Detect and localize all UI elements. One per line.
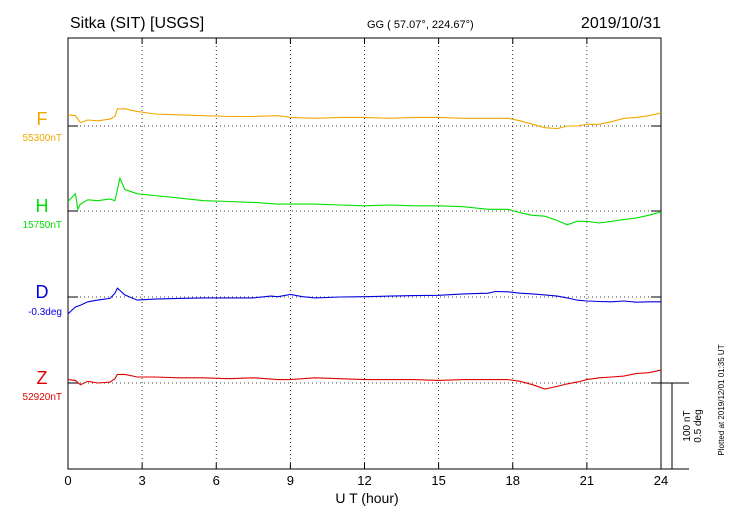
series-line-h bbox=[67, 176, 662, 226]
x-tick-label: 9 bbox=[287, 473, 294, 488]
series-line-d bbox=[67, 287, 661, 315]
series-baseline-z: 52920nT bbox=[23, 392, 62, 403]
x-axis-ticks: 0 3 6 9 12 15 18 21 24 bbox=[64, 38, 668, 488]
scale-deg-label: 0.5 deg bbox=[693, 409, 704, 442]
x-tick-label: 18 bbox=[506, 473, 520, 488]
coordinates-label: GG ( 57.07°, 224.67°) bbox=[367, 19, 474, 31]
x-tick-label: 21 bbox=[580, 473, 594, 488]
series-name-h: H bbox=[36, 196, 49, 216]
series-lines bbox=[67, 108, 662, 390]
plotted-at-note: Plotted at 2019/12/01 01:35 UT bbox=[717, 344, 726, 455]
series-line-f bbox=[67, 108, 662, 130]
x-tick-label: 0 bbox=[64, 473, 71, 488]
series-labels: F 55300nT H 15750nT D -0.3deg Z 52920nT bbox=[23, 109, 62, 403]
series-baseline-d: -0.3deg bbox=[28, 307, 62, 318]
station-title: Sitka (SIT) [USGS] bbox=[70, 15, 204, 32]
series-name-z: Z bbox=[37, 368, 48, 388]
x-axis-label: U T (hour) bbox=[335, 490, 398, 506]
x-tick-label: 6 bbox=[213, 473, 220, 488]
scale-bar: 100 nT 0.5 deg bbox=[661, 382, 704, 470]
scale-nt-label: 100 nT bbox=[682, 410, 693, 441]
series-line-z bbox=[67, 369, 662, 390]
x-tick-label: 3 bbox=[139, 473, 146, 488]
series-baseline-h: 15750nT bbox=[23, 220, 62, 231]
series-name-f: F bbox=[37, 109, 48, 129]
series-baseline-f: 55300nT bbox=[23, 133, 62, 144]
x-tick-label: 24 bbox=[654, 473, 668, 488]
x-tick-label: 12 bbox=[357, 473, 371, 488]
x-tick-label: 15 bbox=[431, 473, 445, 488]
date-label: 2019/10/31 bbox=[581, 15, 661, 32]
vertical-gridlines bbox=[141, 38, 588, 469]
series-name-d: D bbox=[36, 282, 49, 302]
